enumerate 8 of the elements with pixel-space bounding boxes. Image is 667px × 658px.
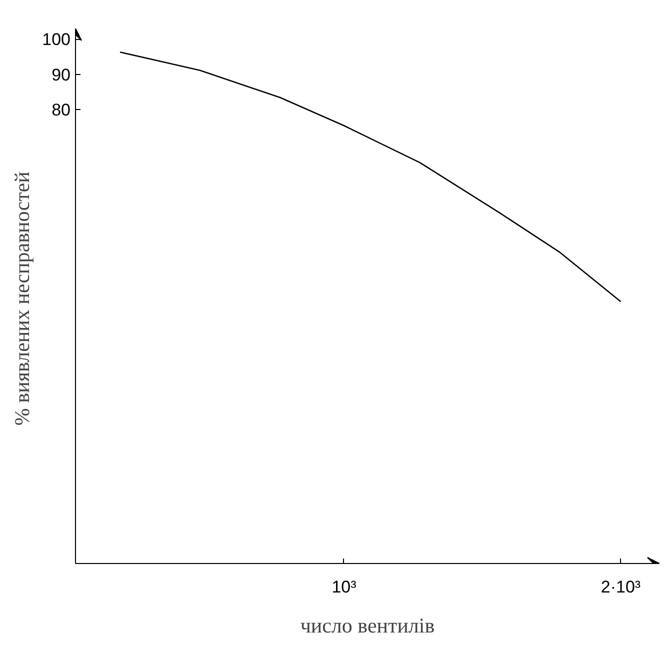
y-axis-title: % виявлених несправностей [10, 172, 34, 426]
y-tick-label: 80 [52, 100, 71, 120]
x-tick-label: 2·10³ [600, 578, 641, 596]
y-tick-label: 100 [42, 30, 71, 50]
line-series [119, 51, 622, 302]
x-tick-label: 10³ [332, 578, 357, 596]
x-axis-title: число вентилів [300, 614, 435, 638]
y-tick-label: 90 [52, 65, 71, 84]
